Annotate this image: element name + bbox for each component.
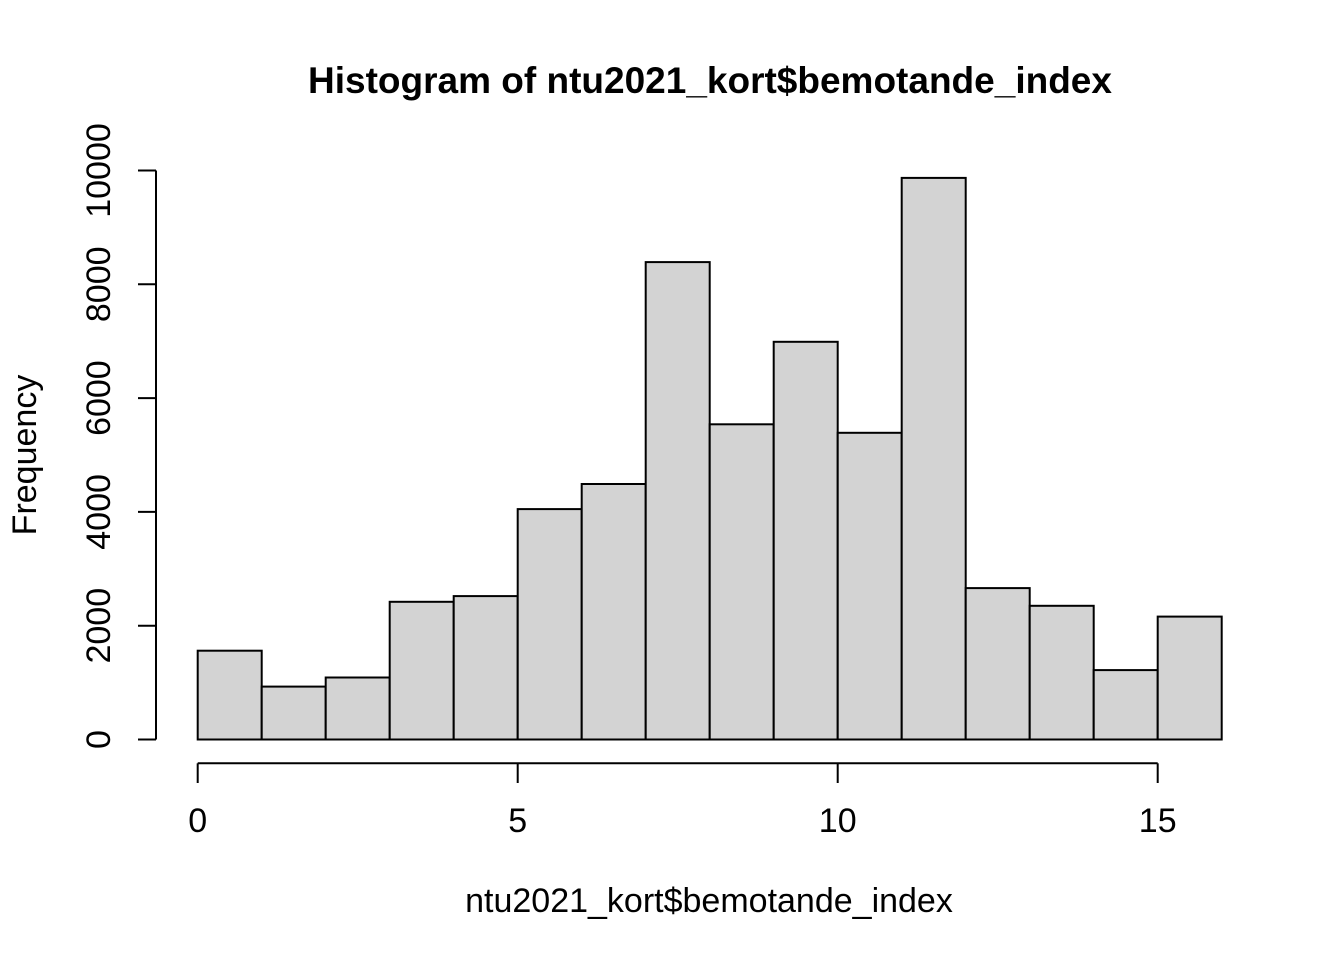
y-tick-label: 4000 (80, 474, 118, 550)
y-tick-label: 8000 (80, 246, 118, 322)
histogram-bars (196, 176, 1223, 741)
histogram-bar (644, 261, 711, 741)
x-tick-label: 0 (188, 802, 207, 840)
histogram-bar (772, 340, 839, 741)
histogram-bar (964, 587, 1031, 741)
x-tick-label: 5 (508, 802, 527, 840)
histogram-bar (836, 431, 903, 741)
y-axis-label: Frequency (6, 375, 44, 536)
x-axis-label: ntu2021_kort$bemotande_index (465, 882, 953, 920)
axes: 0 2000 4000 6000 8000 10000 0 5 10 15 (80, 123, 1177, 840)
histogram-bar (1092, 669, 1159, 741)
histogram-bar (324, 676, 391, 741)
histogram-bar (388, 600, 455, 741)
histogram-bar (260, 685, 327, 741)
y-tick-label: 10000 (80, 123, 118, 218)
x-tick-label: 10 (819, 802, 857, 840)
y-tick-label: 0 (80, 730, 118, 749)
x-tick-label: 15 (1139, 802, 1177, 840)
histogram-bar (452, 595, 519, 741)
histogram-bar (516, 508, 583, 741)
histogram-bar (900, 176, 967, 741)
histogram-bar (196, 649, 263, 741)
y-tick-label: 2000 (80, 588, 118, 664)
histogram-bar (580, 483, 647, 741)
histogram-bar (1156, 615, 1223, 741)
y-tick-label: 6000 (80, 360, 118, 436)
histogram-bar (708, 423, 775, 741)
chart-title: Histogram of ntu2021_kort$bemotande_inde… (308, 60, 1112, 101)
histogram-bar (1028, 604, 1095, 741)
